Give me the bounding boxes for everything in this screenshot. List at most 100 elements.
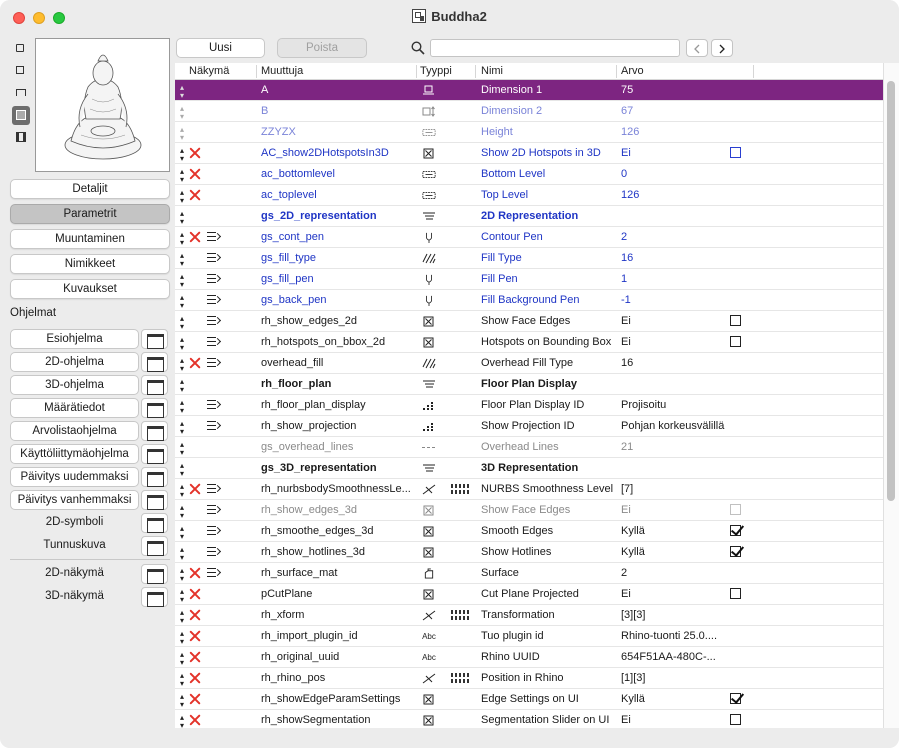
value-cell[interactable]: [1][3] [621,672,646,684]
variable-cell[interactable]: rh_xform [261,609,305,621]
table-row[interactable]: ▴ ▾ rh_showEdgeParamSettings Edge Settings … [175,689,883,710]
table-row[interactable]: ▴ ▾ pCutPlane Cut Plane Projected Ei [175,584,883,605]
table-row[interactable]: ▴ ▾ rh_floor_plan Floor Plan Display [175,374,883,395]
child-toggle[interactable] [207,546,221,557]
sort-handle-icon[interactable]: ▴ ▾ [179,462,184,478]
2d-script-window-icon[interactable] [141,352,168,372]
value-cell[interactable]: 1 [621,273,628,285]
value-cell[interactable]: 0 [621,168,628,180]
name-cell[interactable]: Cut Plane Projected [481,588,579,600]
sort-handle-icon[interactable]: ▴ ▾ [179,672,184,688]
value-checkbox[interactable] [730,546,744,557]
mode-3d-frame-icon[interactable] [12,62,30,81]
table-row[interactable]: ▴ ▾ rh_floor_plan_display Floor Plan Displa… [175,395,883,416]
3d-script-button[interactable]: 3D-ohjelma [10,375,139,395]
value-cell[interactable]: 654F51AA-480C-... [621,651,716,663]
table-row[interactable]: ▴ ▾ rh_import_plugin_id Abc Tuo plugin id Rhi… [175,626,883,647]
name-cell[interactable]: Position in Rhino [481,672,564,684]
sort-handle-icon[interactable]: ▴ ▾ [179,105,184,121]
sort-handle-icon[interactable]: ▴ ▾ [179,336,184,352]
child-toggle[interactable] [207,294,221,305]
table-row[interactable]: ▴ ▾ gs_cont_pen Contour Pen 2 [175,227,883,248]
master-script-button[interactable]: Esiohjelma [10,329,139,349]
labels-button[interactable]: Nimikkeet [10,254,170,274]
table-row[interactable]: ▴ ▾ rh_show_edges_3d Show Face Edges Ei [175,500,883,521]
sort-handle-icon[interactable]: ▴ ▾ [179,231,184,247]
name-cell[interactable]: Show Face Edges [481,504,571,516]
sort-handle-icon[interactable]: ▴ ▾ [179,420,184,436]
value-cell[interactable]: Ei [621,588,631,600]
value-cell[interactable]: Ei [621,147,631,159]
variable-cell[interactable]: rh_hotspots_on_bbox_2d [261,336,386,348]
variable-cell[interactable]: overhead_fill [261,357,324,369]
name-cell[interactable]: Contour Pen [481,231,543,243]
name-cell[interactable]: Fill Background Pen [481,294,580,306]
value-cell[interactable]: 16 [621,252,634,264]
table-row[interactable]: ▴ ▾ gs_3D_representation 3D Representation [175,458,883,479]
variable-cell[interactable]: rh_floor_plan [261,378,332,390]
value-cell[interactable]: Pohjan korkeusvälillä [621,420,725,432]
value-cell[interactable]: [7] [621,483,634,495]
name-cell[interactable]: Show Projection ID [481,420,575,432]
value-checkbox[interactable] [730,525,744,536]
value-cell[interactable]: 16 [621,357,634,369]
sort-handle-icon[interactable]: ▴ ▾ [179,441,184,457]
name-cell[interactable]: Fill Pen [481,273,518,285]
variable-cell[interactable]: AC_show2DHotspotsIn3D [261,147,389,159]
sort-handle-icon[interactable]: ▴ ▾ [179,609,184,625]
2d-script-button[interactable]: 2D-ohjelma [10,352,139,372]
value-cell[interactable]: 21 [621,441,634,453]
hidden-toggle[interactable] [189,630,205,642]
variable-cell[interactable]: ZZYZX [261,126,296,138]
transformation-button[interactable]: Muuntaminen [10,229,170,249]
header-type[interactable]: Tyyppi [420,65,452,77]
sort-handle-icon[interactable]: ▴ ▾ [179,126,184,142]
array-toggle[interactable] [451,483,475,494]
value-checkbox[interactable] [730,315,744,326]
delete-parameter-button[interactable]: Poista [277,38,367,58]
new-parameter-button[interactable]: Uusi [176,38,265,58]
name-cell[interactable]: Rhino UUID [481,651,540,663]
descriptions-button[interactable]: Kuvaukset [10,279,170,299]
hidden-toggle[interactable] [189,693,205,705]
name-cell[interactable]: 2D Representation [481,210,579,222]
hidden-toggle[interactable] [189,651,205,663]
table-row[interactable]: ▴ ▾ ZZYZX Height 126 [175,122,883,143]
value-cell[interactable]: Kyllä [621,693,645,705]
variable-cell[interactable]: gs_back_pen [261,294,327,306]
hidden-toggle[interactable] [189,189,205,201]
child-toggle[interactable] [207,483,221,494]
variable-cell[interactable]: gs_fill_pen [261,273,314,285]
hidden-toggle[interactable] [189,357,205,369]
name-cell[interactable]: Segmentation Slider on UI [481,714,610,726]
sort-handle-icon[interactable]: ▴ ▾ [179,273,184,289]
variable-cell[interactable]: rh_nurbsbodySmoothnessLe... [261,483,411,495]
table-row[interactable]: ▴ ▾ rh_hotspots_on_bbox_2d Hotspots on Boun… [175,332,883,353]
sort-handle-icon[interactable]: ▴ ▾ [179,714,184,728]
variable-cell[interactable]: rh_show_edges_3d [261,504,358,516]
name-cell[interactable]: Height [481,126,513,138]
sort-handle-icon[interactable]: ▴ ▾ [179,567,184,583]
child-toggle[interactable] [207,525,221,536]
forward-migration-button[interactable]: Päivitys uudemmaksi [10,467,139,487]
3d-script-window-icon[interactable] [141,375,168,395]
variable-cell[interactable]: rh_show_hotlines_3d [261,546,365,558]
name-cell[interactable]: Top Level [481,189,529,201]
child-toggle[interactable] [207,420,221,431]
details-button[interactable]: Detaljit [10,179,170,199]
variable-cell[interactable]: gs_cont_pen [261,231,324,243]
value-cell[interactable]: Ei [621,315,631,327]
name-cell[interactable]: Show Hotlines [481,546,552,558]
sort-handle-icon[interactable]: ▴ ▾ [179,378,184,394]
sort-handle-icon[interactable]: ▴ ▾ [179,630,184,646]
value-cell[interactable]: 67 [621,105,634,117]
3d-view-window-icon[interactable] [141,587,168,607]
sort-handle-icon[interactable]: ▴ ▾ [179,315,184,331]
search-input[interactable] [430,39,680,57]
properties-script-button[interactable]: Määrätiedot [10,398,139,418]
child-toggle[interactable] [207,252,221,263]
close-window-button[interactable] [13,12,25,24]
variable-cell[interactable]: B [261,105,269,117]
backward-migration-window-icon[interactable] [141,490,168,510]
table-row[interactable]: ▴ ▾ gs_fill_type Fill Type 16 [175,248,883,269]
